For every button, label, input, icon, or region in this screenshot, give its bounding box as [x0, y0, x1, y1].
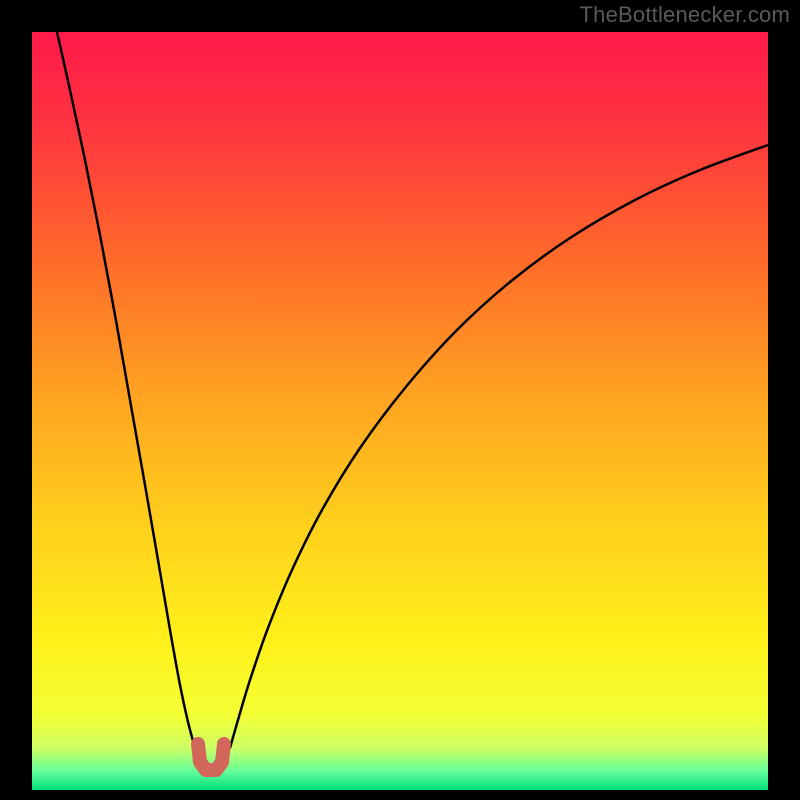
plot-area [32, 32, 768, 790]
chart-canvas: TheBottlenecker.com [0, 0, 800, 800]
watermark-text: TheBottlenecker.com [580, 2, 790, 28]
